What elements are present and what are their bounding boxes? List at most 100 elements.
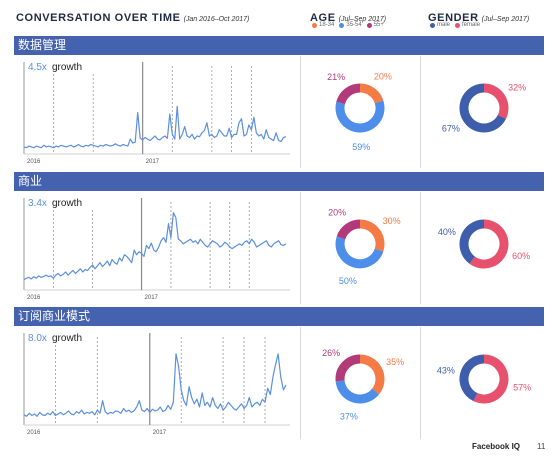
donut-percent-label: 67%: [442, 124, 460, 134]
gender-subtitle: (Jul–Sep 2017): [481, 16, 530, 23]
page-number: 11: [537, 442, 546, 451]
conversation-title: CONVERSATION OVER TIME: [16, 12, 181, 24]
panel-divider: [420, 56, 421, 168]
gender-title: GENDER: [428, 12, 479, 24]
donut-percent-label: 26%: [322, 348, 340, 358]
donut-percent-label: 37%: [340, 411, 358, 421]
donut-percent-label: 32%: [508, 82, 526, 92]
donut-percent-label: 60%: [512, 251, 530, 261]
section-title: 订阅商业模式: [14, 307, 544, 326]
donut-slice-male: [459, 83, 506, 133]
donut-slice-35-54: [335, 380, 380, 404]
age-legend-item: 35-54: [339, 22, 362, 28]
x-tick-label: 2017: [145, 295, 159, 301]
gender-header: GENDER (Jul–Sep 2017): [428, 8, 530, 24]
gender-donut-panel: 60% 40%: [424, 192, 544, 304]
legend-label: male: [437, 22, 451, 28]
section-subscription-business-model: 订阅商业模式 2016 2017 8.0x growth 35% 37% 26% 57% 4…: [14, 307, 544, 441]
gender-donut-panel: 57% 43%: [424, 327, 544, 439]
gender-legend-item: female: [455, 22, 480, 28]
age-donut-panel: 35% 37% 26%: [304, 327, 416, 439]
donut-slice-female: [483, 83, 509, 119]
annotation-background: [26, 329, 94, 345]
section-title: 商业: [14, 172, 544, 191]
legend-swatch-male: [430, 22, 435, 28]
age-donut-panel: 30% 50% 20%: [304, 192, 416, 304]
donut-percent-label: 57%: [513, 383, 531, 393]
growth-value-label: 3.4x: [28, 198, 47, 209]
x-tick-label: 2016: [27, 159, 41, 165]
donut-slice-18-34: [359, 354, 385, 395]
gender-donut-chart: 32% 67%: [442, 82, 526, 134]
age-donut-panel: 20% 59% 21%: [304, 56, 416, 168]
gender-donut-chart: 57% 43%: [437, 354, 531, 404]
donut-slice-35-54: [335, 100, 385, 133]
donut-percent-label: 20%: [374, 71, 392, 81]
conversation-header: CONVERSATION OVER TIME (Jan 2016–Oct 2017…: [16, 8, 250, 24]
series-line: [23, 353, 287, 417]
panel-divider: [300, 327, 301, 439]
donut-slice-55-plus: [335, 354, 361, 382]
donut-slice-female: [473, 354, 509, 404]
donut-percent-label: 59%: [352, 142, 370, 152]
age-subtitle: (Jul–Sep 2017): [338, 16, 387, 23]
gender-legend: male female: [430, 22, 480, 28]
donut-slice-18-34: [359, 83, 384, 104]
annotation-background: [26, 58, 94, 74]
x-tick-label: 2017: [146, 159, 160, 165]
section-data-management: 数据管理 2016 2017 4.5x growth 20% 59% 21% 32% 67%: [14, 36, 544, 170]
x-tick-label: 2017: [153, 430, 167, 436]
age-donut-chart: 20% 59% 21%: [327, 71, 392, 152]
growth-text-label: growth: [52, 198, 82, 209]
donut-slice-55-plus: [336, 219, 361, 240]
donut-percent-label: 20%: [328, 207, 346, 217]
donut-percent-label: 30%: [383, 216, 401, 226]
line-chart: 2016 2017 8.0x growth: [23, 329, 290, 436]
panel-divider: [300, 56, 301, 168]
age-donut-chart: 30% 50% 20%: [328, 207, 401, 286]
age-legend-item: 55+: [366, 22, 384, 28]
donut-slice-18-34: [359, 219, 385, 252]
panel-divider: [420, 327, 421, 439]
legend-label: female: [462, 22, 481, 28]
x-tick-label: 2016: [27, 295, 41, 301]
donut-slice-55-plus: [336, 83, 361, 105]
donut-slice-male: [459, 219, 485, 264]
growth-text-label: growth: [52, 62, 82, 73]
donut-slice-male: [459, 354, 485, 402]
age-legend-item: 18-34: [312, 22, 334, 28]
panel-divider: [420, 192, 421, 304]
legend-swatch-18-34: [312, 22, 317, 28]
age-title: AGE: [310, 12, 336, 24]
growth-text-label: growth: [52, 333, 82, 344]
panel-divider: [300, 192, 301, 304]
legend-swatch-female: [455, 22, 461, 28]
age-header: AGE (Jul–Sep 2017): [310, 8, 387, 24]
growth-value-label: 4.5x: [28, 62, 47, 73]
legend-swatch-55-plus: [366, 22, 372, 28]
gender-donut-panel: 32% 67%: [424, 56, 544, 168]
line-chart-panel: 2016 2017 8.0x growth: [14, 327, 294, 439]
legend-label: 35-54: [346, 22, 362, 28]
annotation-background: [26, 194, 94, 210]
age-legend: 18-34 35-54 55+: [312, 22, 384, 28]
line-chart-panel: 2016 2017 4.5x growth: [14, 56, 294, 168]
section-title: 数据管理: [14, 36, 544, 55]
growth-value-label: 8.0x: [28, 333, 47, 344]
legend-label: 18-34: [319, 22, 335, 28]
series-line: [23, 105, 287, 149]
line-chart: 2016 2017 4.5x growth: [23, 58, 290, 165]
age-donut-chart: 35% 37% 26%: [322, 348, 404, 422]
gender-legend-item: male: [430, 22, 450, 28]
footer-brand: Facebook IQ: [472, 442, 521, 451]
gender-donut-chart: 60% 40%: [438, 219, 530, 269]
line-chart-panel: 2016 2017 3.4x growth: [14, 192, 294, 304]
line-chart: 2016 2017 3.4x growth: [23, 194, 290, 301]
donut-slice-female: [469, 219, 509, 269]
conversation-subtitle: (Jan 2016–Oct 2017): [183, 16, 250, 23]
legend-label: 55+: [373, 22, 384, 28]
legend-swatch-35-54: [339, 22, 345, 28]
section-business: 商业 2016 2017 3.4x growth 30% 50% 20% 60% 40%: [14, 172, 544, 306]
donut-slice-35-54: [335, 236, 384, 269]
series-line: [23, 212, 287, 281]
